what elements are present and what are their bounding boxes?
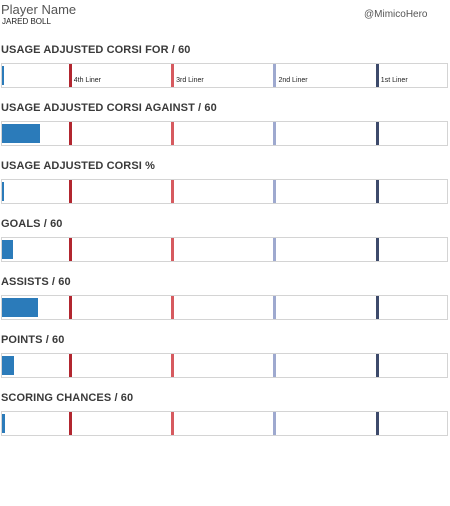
tier-line-1 bbox=[68, 354, 72, 377]
tier-line-4 bbox=[375, 412, 379, 435]
value-bar bbox=[2, 356, 14, 375]
panel-box bbox=[1, 179, 448, 204]
tier-line-3 bbox=[273, 180, 277, 203]
tier-line-1 bbox=[68, 238, 72, 261]
tier-line-1 bbox=[68, 412, 72, 435]
tier-line-4 bbox=[375, 64, 379, 87]
panel-title: SCORING CHANCES / 60 bbox=[1, 392, 134, 404]
tier-line-2 bbox=[171, 180, 175, 203]
tier-line-4 bbox=[375, 238, 379, 261]
tier-line-1 bbox=[68, 122, 72, 145]
tier-line-3 bbox=[273, 296, 277, 319]
tier-line-2 bbox=[171, 412, 175, 435]
tier-line-1 bbox=[68, 64, 72, 87]
panel-title: POINTS / 60 bbox=[1, 334, 65, 346]
tier-line-3 bbox=[273, 412, 277, 435]
panel-title: ASSISTS / 60 bbox=[1, 276, 71, 288]
tier-label: 4th Liner bbox=[73, 77, 101, 84]
tier-line-2 bbox=[171, 238, 175, 261]
panel-box bbox=[1, 353, 448, 378]
tier-line-3 bbox=[273, 238, 277, 261]
value-bar bbox=[2, 414, 6, 433]
tier-line-4 bbox=[375, 354, 379, 377]
player-name: JARED BOLL bbox=[2, 17, 51, 26]
tier-line-3 bbox=[273, 122, 277, 145]
tier-line-2 bbox=[171, 64, 175, 87]
tier-line-2 bbox=[171, 354, 175, 377]
tier-label: 2nd Liner bbox=[278, 77, 308, 84]
panel-box bbox=[1, 411, 448, 436]
tier-line-1 bbox=[68, 180, 72, 203]
panel-box: 4th Liner 3rd Liner 2nd Liner 1st Liner bbox=[1, 63, 448, 88]
header-title: Player Name bbox=[1, 2, 77, 17]
value-bar bbox=[2, 240, 14, 259]
tier-line-3 bbox=[273, 64, 277, 87]
tier-label: 3rd Liner bbox=[176, 77, 204, 84]
tier-line-4 bbox=[375, 296, 379, 319]
panel-title: USAGE ADJUSTED CORSI FOR / 60 bbox=[1, 44, 191, 56]
tier-line-2 bbox=[171, 296, 175, 319]
panel-title: USAGE ADJUSTED CORSI AGAINST / 60 bbox=[1, 102, 217, 114]
tier-label: 1st Liner bbox=[380, 77, 408, 84]
tier-line-4 bbox=[375, 180, 379, 203]
tier-line-2 bbox=[171, 122, 175, 145]
panel-box bbox=[1, 237, 448, 262]
value-bar bbox=[2, 182, 5, 201]
value-bar bbox=[2, 66, 5, 85]
tier-line-4 bbox=[375, 122, 379, 145]
tier-line-1 bbox=[68, 296, 72, 319]
panel-title: USAGE ADJUSTED CORSI % bbox=[1, 160, 155, 172]
author-handle: @MimicoHero bbox=[364, 9, 428, 20]
tier-line-3 bbox=[273, 354, 277, 377]
value-bar bbox=[2, 298, 38, 317]
panel-box bbox=[1, 295, 448, 320]
panel-title: GOALS / 60 bbox=[1, 218, 63, 230]
value-bar bbox=[2, 124, 40, 143]
panel-box bbox=[1, 121, 448, 146]
